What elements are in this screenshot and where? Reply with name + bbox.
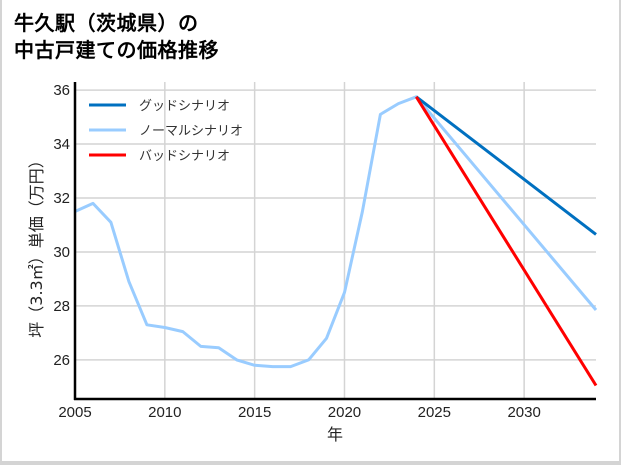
x-tick-label: 2025 xyxy=(418,404,451,421)
legend-label: グッドシナリオ xyxy=(139,99,230,114)
grid-lines xyxy=(74,82,596,399)
x-tick-label: 2005 xyxy=(58,404,91,421)
x-tick-label: 2010 xyxy=(148,404,181,421)
x-tick-label: 2030 xyxy=(507,404,540,421)
x-tick-label: 2020 xyxy=(328,404,361,421)
legend-label: ノーマルシナリオ xyxy=(139,124,243,139)
y-tick-labels: 26 28 30 32 34 36 xyxy=(53,82,70,369)
x-tick-labels: 2005 2010 2015 2020 2025 2030 xyxy=(58,404,541,421)
axes xyxy=(73,82,596,401)
x-tick-label: 2015 xyxy=(238,404,271,421)
y-tick-label: 28 xyxy=(53,298,70,315)
series-line xyxy=(74,95,598,369)
y-axis-label: 坪（3.3㎡）単価（万円） xyxy=(27,152,46,337)
y-tick-label: 34 xyxy=(53,136,70,153)
y-tick-label: 26 xyxy=(53,352,70,369)
y-tick-label: 32 xyxy=(53,190,70,207)
legend-label: バッドシナリオ xyxy=(139,149,230,164)
series-line xyxy=(415,96,598,387)
y-tick-label: 36 xyxy=(53,82,70,99)
x-axis-label: 年 xyxy=(327,425,343,444)
title-line-1: 牛久駅（茨城県）の xyxy=(14,11,199,35)
series-line xyxy=(415,95,597,236)
chart-title: 牛久駅（茨城県）の 中古戸建ての価格推移 xyxy=(14,10,219,64)
data-lines xyxy=(74,95,598,387)
title-line-2: 中古戸建ての価格推移 xyxy=(14,38,219,62)
y-tick-label: 30 xyxy=(53,244,70,261)
